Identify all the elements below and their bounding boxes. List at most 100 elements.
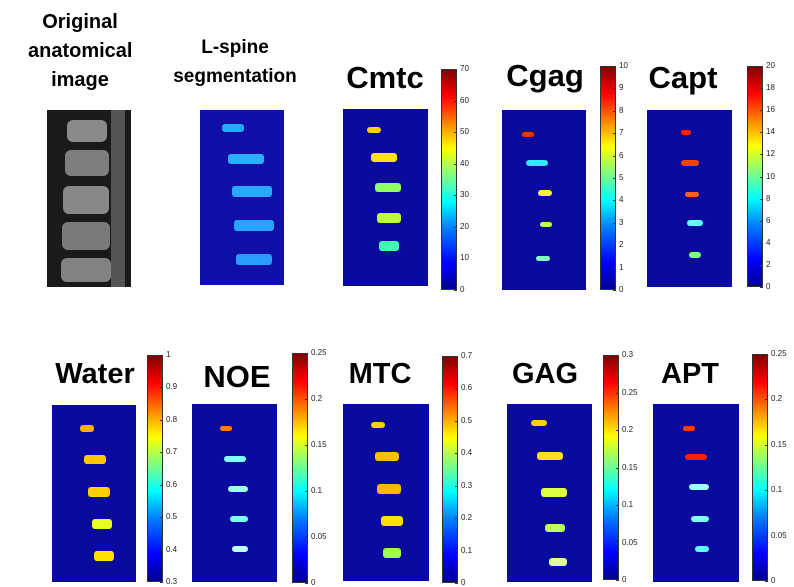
capt-tick-mark <box>760 221 763 222</box>
capt-tick-mark <box>760 287 763 288</box>
cgag-tick-label: 10 <box>619 61 628 70</box>
water-blob-2 <box>84 455 106 464</box>
cgag-blob-4 <box>540 222 552 227</box>
cmtc-title: Cmtc <box>346 60 424 95</box>
water-map <box>52 405 136 582</box>
cmtc-tick-label: 70 <box>460 64 469 73</box>
anatomical-title: Original anatomical image <box>28 8 132 95</box>
cmtc-tick-label: 20 <box>460 222 469 231</box>
apt-tick-mark <box>765 445 768 446</box>
water-tick-mark <box>160 485 163 486</box>
segmentation-title: L-spine segmentation <box>160 33 310 91</box>
water-tick-label: 0.6 <box>166 480 178 489</box>
cmtc-tick-mark <box>454 290 457 291</box>
capt-tick-label: 14 <box>766 127 775 136</box>
gag-map <box>507 404 592 582</box>
mtc-tick-mark <box>455 518 458 519</box>
cmtc-tick-mark <box>454 132 457 133</box>
noe-blob-3 <box>228 486 248 492</box>
cgag-tick-mark <box>613 111 616 112</box>
mtc-tick-mark <box>455 583 458 584</box>
water-blob-3 <box>88 487 110 497</box>
capt-tick-mark <box>760 132 763 133</box>
mtc-blob-1 <box>371 422 385 428</box>
cmtc-blob-1 <box>367 127 381 133</box>
mtc-blob-5 <box>383 548 401 558</box>
gag-blob-3 <box>541 488 567 497</box>
vertebra-1 <box>67 120 107 142</box>
cgag-tick-label: 4 <box>619 195 624 204</box>
segmentation-title-line-2: segmentation <box>173 66 297 87</box>
mtc-blob-4 <box>381 516 403 526</box>
apt-tick-mark <box>765 399 768 400</box>
cmtc-blob-5 <box>379 241 399 251</box>
water-tick-mark <box>160 517 163 518</box>
mtc-tick-mark <box>455 356 458 357</box>
noe-tick-label: 0.05 <box>311 532 327 541</box>
capt-blob-5 <box>689 252 701 258</box>
mtc-tick-label: 0.3 <box>461 481 473 490</box>
gag-title: GAG <box>511 358 579 390</box>
segment-3 <box>232 186 272 197</box>
cmtc-tick-label: 50 <box>460 127 469 136</box>
noe-tick-mark <box>305 399 308 400</box>
capt-blob-3 <box>685 192 699 197</box>
cmtc-tick-mark <box>454 101 457 102</box>
gag-tick-mark <box>616 468 619 469</box>
mtc-tick-label: 0.5 <box>461 416 473 425</box>
water-title: Water <box>55 358 135 390</box>
noe-tick-label: 0.2 <box>311 394 323 403</box>
vertebra-4 <box>62 222 110 250</box>
apt-tick-mark <box>765 354 768 355</box>
mtc-tick-label: 0.2 <box>461 513 473 522</box>
mtc-blob-3 <box>377 484 401 494</box>
gag-blob-2 <box>537 452 563 460</box>
capt-tick-label: 8 <box>766 194 771 203</box>
noe-title: NOE <box>203 359 271 394</box>
water-tick-mark <box>160 582 163 583</box>
cmtc-tick-mark <box>454 195 457 196</box>
segment-5 <box>236 254 272 265</box>
capt-tick-mark <box>760 110 763 111</box>
capt-tick-mark <box>760 243 763 244</box>
noe-map <box>192 404 277 582</box>
cgag-tick-label: 1 <box>619 263 624 272</box>
capt-tick-label: 2 <box>766 260 771 269</box>
mtc-tick-mark <box>455 388 458 389</box>
noe-blob-4 <box>230 516 248 522</box>
cgag-tick-mark <box>613 66 616 67</box>
mtc-tick-label: 0.6 <box>461 383 473 392</box>
apt-blob-2 <box>685 454 707 460</box>
apt-tick-label: 0.25 <box>771 349 787 358</box>
gag-tick-label: 0 <box>622 575 627 584</box>
gag-tick-label: 0.2 <box>622 425 634 434</box>
noe-tick-label: 0 <box>311 578 316 587</box>
noe-tick-mark <box>305 445 308 446</box>
cmtc-tick-label: 60 <box>460 96 469 105</box>
water-tick-label: 1 <box>166 350 171 359</box>
gag-tick-mark <box>616 505 619 506</box>
cmtc-blob-2 <box>371 153 397 162</box>
gag-tick-mark <box>616 393 619 394</box>
cgag-blob-5 <box>536 256 550 261</box>
vertebra-3 <box>63 186 109 214</box>
water-tick-mark <box>160 387 163 388</box>
cmtc-tick-mark <box>454 227 457 228</box>
mtc-tick-label: 0.4 <box>461 448 473 457</box>
vertebra-2 <box>65 150 109 176</box>
water-tick-label: 0.7 <box>166 447 178 456</box>
cmtc-map <box>343 109 428 286</box>
gag-blob-1 <box>531 420 547 426</box>
mtc-tick-mark <box>455 453 458 454</box>
cmtc-tick-mark <box>454 258 457 259</box>
noe-blob-1 <box>220 426 232 431</box>
cgag-tick-label: 8 <box>619 106 624 115</box>
apt-blob-5 <box>695 546 709 552</box>
gag-tick-mark <box>616 355 619 356</box>
mtc-tick-mark <box>455 421 458 422</box>
water-tick-label: 0.3 <box>166 577 178 586</box>
water-tick-label: 0.5 <box>166 512 178 521</box>
water-tick-mark <box>160 355 163 356</box>
gag-tick-label: 0.15 <box>622 463 638 472</box>
water-tick-mark <box>160 420 163 421</box>
